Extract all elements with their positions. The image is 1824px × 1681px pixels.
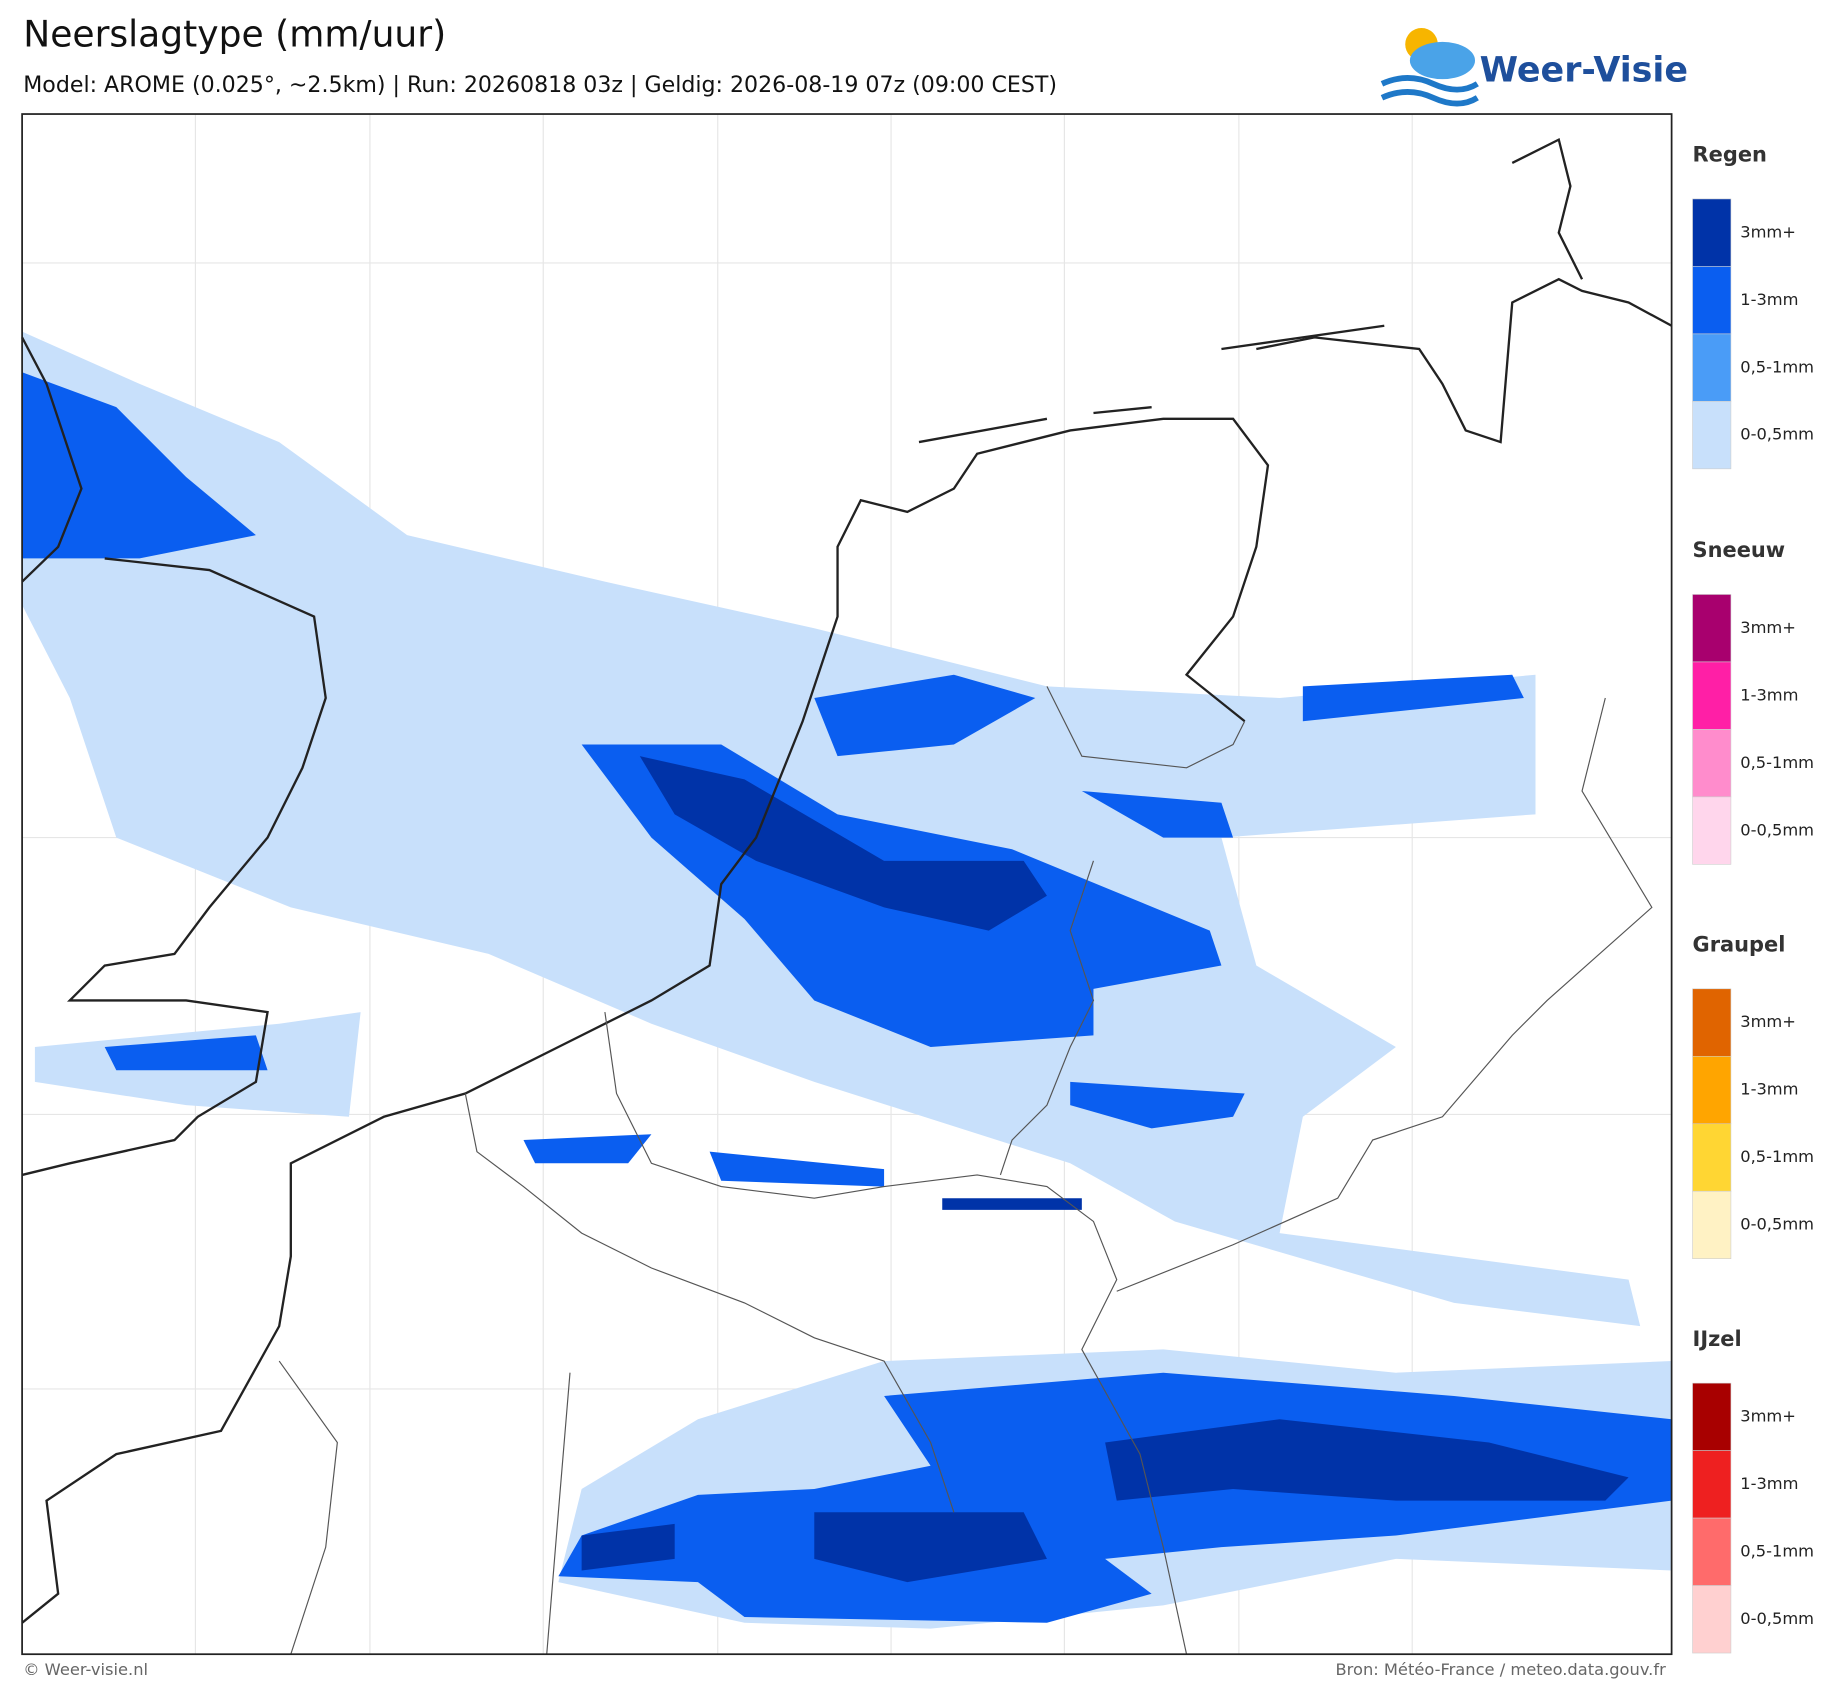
footer-left: © Weer-visie.nl <box>23 1660 148 1679</box>
legend-label: 0-0,5mm <box>1740 1609 1814 1628</box>
legend-label: 1-3mm <box>1740 685 1798 704</box>
legend-label: 0,5-1mm <box>1740 753 1814 772</box>
title: Neerslagtype (mm/uur) <box>23 14 446 56</box>
legend-swatch <box>1692 333 1732 402</box>
legend-swatch <box>1692 1517 1732 1586</box>
legend-label: 0,5-1mm <box>1740 1541 1814 1560</box>
map <box>21 113 1673 1656</box>
legend-label: 3mm+ <box>1740 618 1796 637</box>
legend-swatch <box>1692 1190 1732 1259</box>
legend-title: Sneeuw <box>1693 538 1786 562</box>
legend-label: 1-3mm <box>1740 290 1798 309</box>
legend-label: 1-3mm <box>1740 1080 1798 1099</box>
legend-label: 1-3mm <box>1740 1474 1798 1493</box>
legend: Regen 3mm+ 1-3mm 0,5-1mm 0-0,5mm Sneeuw 3mm+ 1-… <box>1692 143 1814 1654</box>
legend-label: 3mm+ <box>1740 222 1796 241</box>
legend-label: 0-0,5mm <box>1740 425 1814 444</box>
legend-swatch <box>1692 1450 1732 1519</box>
legend-swatch <box>1692 988 1732 1057</box>
legend-swatch <box>1692 1585 1732 1654</box>
legend-swatch <box>1692 401 1732 470</box>
legend-swatch <box>1692 661 1732 730</box>
legend-title: Regen <box>1693 143 1767 167</box>
legend-swatch <box>1692 266 1732 335</box>
legend-swatch <box>1692 1123 1732 1192</box>
legend-swatch <box>1692 198 1732 267</box>
subtitle: Model: AROME (0.025°, ~2.5km) | Run: 202… <box>23 72 1057 98</box>
legend-label: 0-0,5mm <box>1740 820 1814 839</box>
footer-right: Bron: Météo-France / meteo.data.gouv.fr <box>1336 1660 1667 1679</box>
legend-swatch <box>1692 1382 1732 1451</box>
legend-label: 0,5-1mm <box>1740 357 1814 376</box>
legend-label: 3mm+ <box>1740 1012 1796 1031</box>
legend-swatch <box>1692 1055 1732 1125</box>
logo-text: Weer-Visie <box>1480 50 1688 90</box>
legend-title: IJzel <box>1693 1327 1742 1351</box>
legend-label: 3mm+ <box>1740 1407 1796 1426</box>
legend-swatch <box>1692 594 1732 663</box>
legend-swatch <box>1692 796 1732 865</box>
legend-label: 0,5-1mm <box>1740 1147 1814 1166</box>
logo: Weer-Visie <box>1380 27 1688 107</box>
legend-swatch <box>1692 729 1732 798</box>
legend-label: 0-0,5mm <box>1740 1215 1814 1234</box>
legend-title: Graupel <box>1693 933 1786 957</box>
